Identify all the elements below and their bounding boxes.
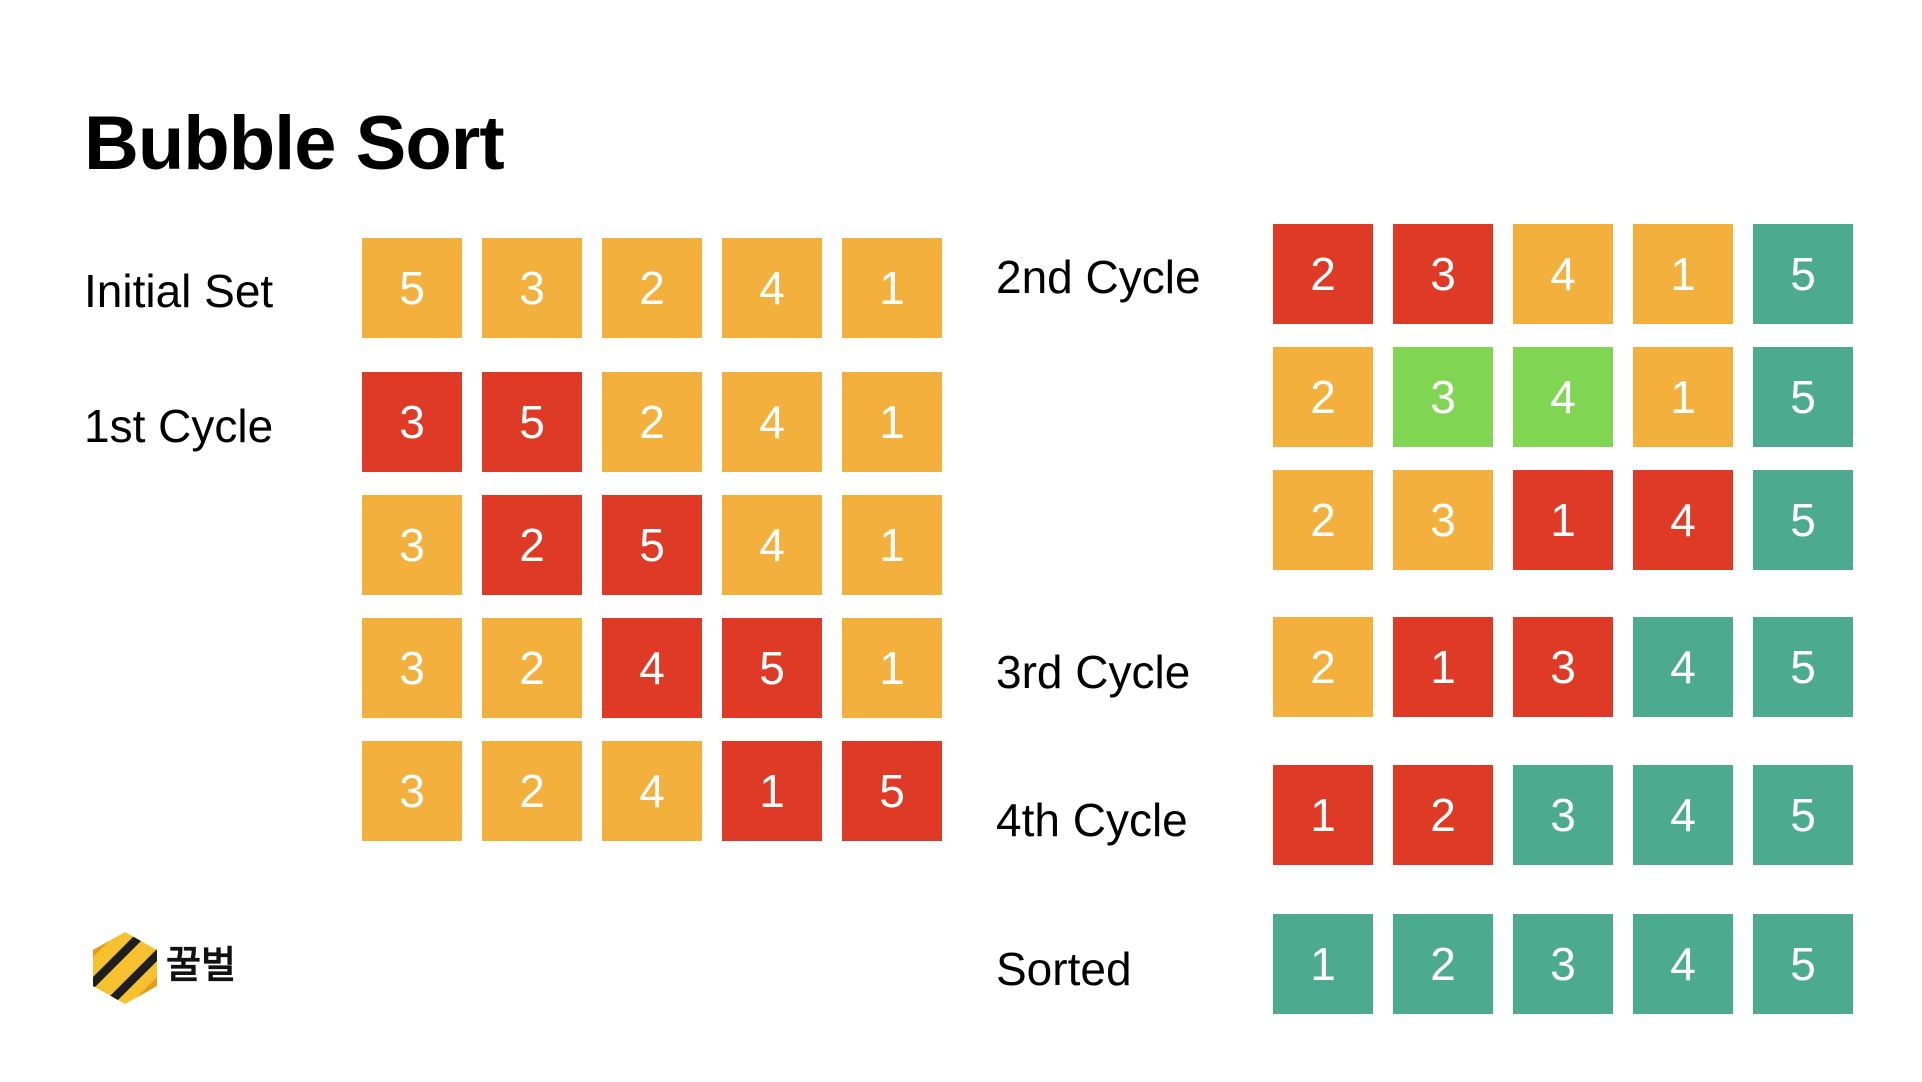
cell-right-g0-r1-c2: 4	[1513, 347, 1613, 447]
cell-left-g1-r0-c4: 1	[842, 372, 942, 472]
cell-left-g0-r0-c3: 4	[722, 238, 822, 338]
cell-left-g0-r0-c1: 3	[482, 238, 582, 338]
cell-right-g1-r0-c0: 2	[1273, 617, 1373, 717]
cell-right-g0-r0-c2: 4	[1513, 224, 1613, 324]
label-2nd-cycle: 2nd Cycle	[996, 251, 1201, 303]
cell-right-g1-r0-c4: 5	[1753, 617, 1853, 717]
cell-left-g1-r0-c2: 2	[602, 372, 702, 472]
cell-left-g1-r1-c2: 5	[602, 495, 702, 595]
cell-right-g2-r0-c4: 5	[1753, 765, 1853, 865]
cell-left-g1-r2-c1: 2	[482, 618, 582, 718]
label-3rd-cycle: 3rd Cycle	[996, 646, 1191, 698]
cell-right-g2-r0-c0: 1	[1273, 765, 1373, 865]
cell-left-g1-r3-c3: 1	[722, 741, 822, 841]
cell-left-g1-r2-c3: 5	[722, 618, 822, 718]
cell-right-g0-r2-c4: 5	[1753, 470, 1853, 570]
label-initial-set: Initial Set	[84, 265, 274, 317]
cell-right-g0-r0-c3: 1	[1633, 224, 1733, 324]
cell-right-g0-r2-c2: 1	[1513, 470, 1613, 570]
cell-left-g1-r3-c0: 3	[362, 741, 462, 841]
cell-right-g0-r0-c4: 5	[1753, 224, 1853, 324]
cell-left-g0-r0-c4: 1	[842, 238, 942, 338]
cell-left-g1-r3-c4: 5	[842, 741, 942, 841]
cell-left-g1-r0-c1: 5	[482, 372, 582, 472]
cell-right-g1-r0-c1: 1	[1393, 617, 1493, 717]
cell-left-g1-r0-c0: 3	[362, 372, 462, 472]
cell-left-g1-r1-c1: 2	[482, 495, 582, 595]
cell-right-g1-r0-c3: 4	[1633, 617, 1733, 717]
cell-right-g0-r1-c4: 5	[1753, 347, 1853, 447]
cell-right-g0-r1-c3: 1	[1633, 347, 1733, 447]
cell-right-g3-r0-c3: 4	[1633, 914, 1733, 1014]
cell-right-g1-r0-c2: 3	[1513, 617, 1613, 717]
cell-left-g1-r1-c0: 3	[362, 495, 462, 595]
cell-right-g0-r2-c1: 3	[1393, 470, 1493, 570]
cell-left-g1-r2-c4: 1	[842, 618, 942, 718]
cell-left-g1-r3-c2: 4	[602, 741, 702, 841]
cell-right-g2-r0-c2: 3	[1513, 765, 1613, 865]
cell-left-g1-r1-c3: 4	[722, 495, 822, 595]
logo-text: 꿀벌	[166, 943, 236, 987]
cell-right-g2-r0-c1: 2	[1393, 765, 1493, 865]
cell-right-g0-r1-c0: 2	[1273, 347, 1373, 447]
cell-right-g0-r1-c1: 3	[1393, 347, 1493, 447]
cell-right-g3-r0-c4: 5	[1753, 914, 1853, 1014]
label-1st-cycle: 1st Cycle	[84, 400, 274, 452]
cell-right-g0-r0-c1: 3	[1393, 224, 1493, 324]
cell-right-g0-r2-c0: 2	[1273, 470, 1373, 570]
cell-right-g0-r0-c0: 2	[1273, 224, 1373, 324]
cell-left-g1-r3-c1: 2	[482, 741, 582, 841]
label-4th-cycle: 4th Cycle	[996, 794, 1188, 846]
cell-left-g0-r0-c2: 2	[602, 238, 702, 338]
cell-right-g3-r0-c1: 2	[1393, 914, 1493, 1014]
label-sorted: Sorted	[996, 943, 1132, 995]
cell-right-g3-r0-c0: 1	[1273, 914, 1373, 1014]
honeybee-hexagon-icon	[93, 932, 157, 1004]
cell-right-g3-r0-c2: 3	[1513, 914, 1613, 1014]
cell-right-g2-r0-c3: 4	[1633, 765, 1733, 865]
cell-left-g1-r0-c3: 4	[722, 372, 822, 472]
cell-left-g1-r1-c4: 1	[842, 495, 942, 595]
cell-left-g1-r2-c0: 3	[362, 618, 462, 718]
cell-left-g0-r0-c0: 5	[362, 238, 462, 338]
page-title: Bubble Sort	[84, 101, 505, 186]
cell-left-g1-r2-c2: 4	[602, 618, 702, 718]
cell-right-g0-r2-c3: 4	[1633, 470, 1733, 570]
